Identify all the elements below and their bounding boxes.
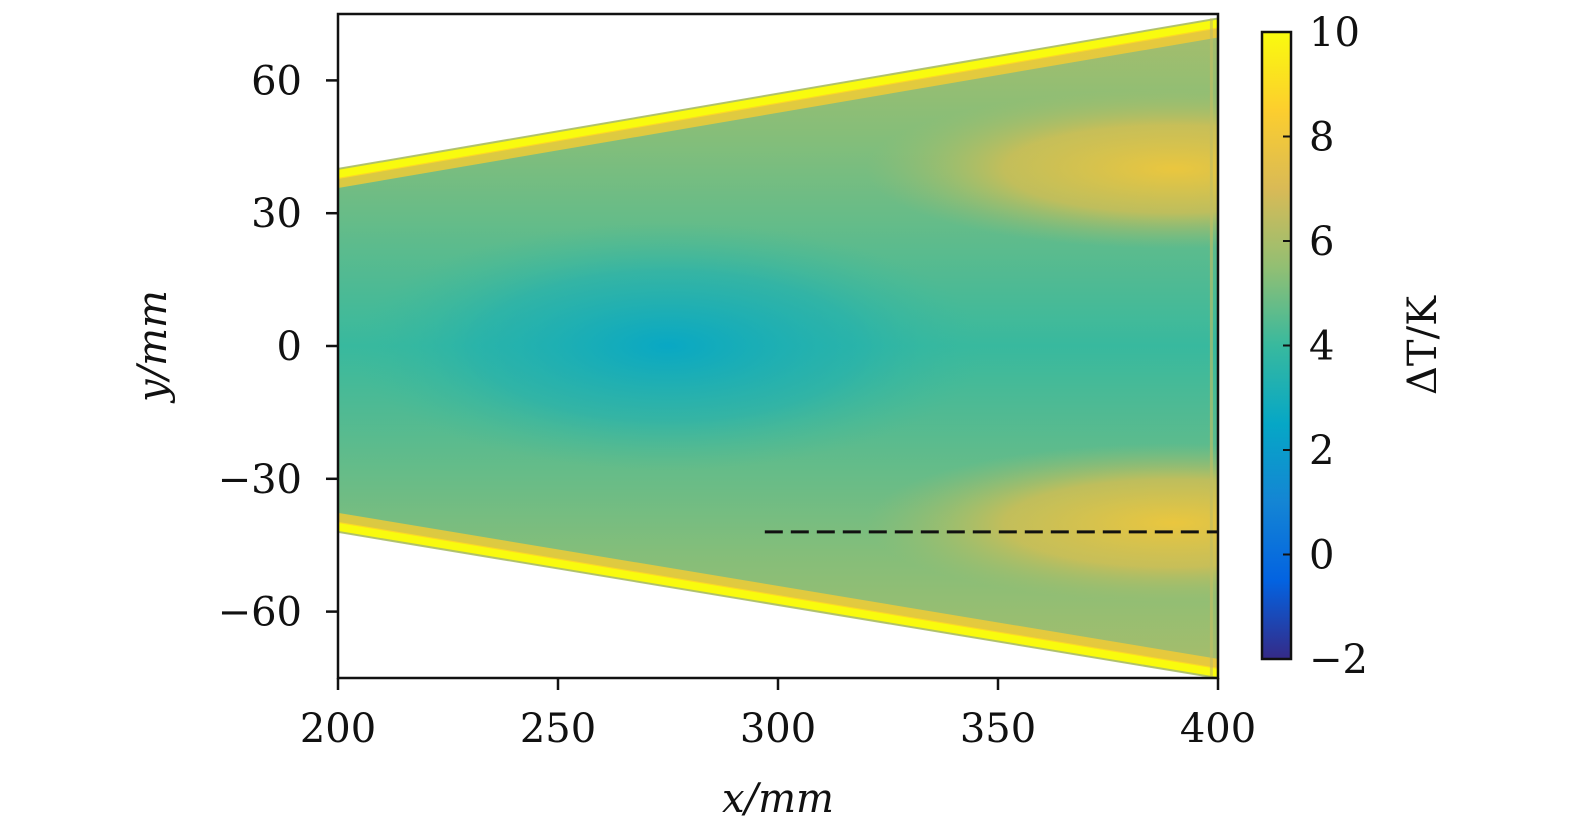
x-tick-label: 350 <box>960 706 1036 752</box>
y-axis-title: y/mm <box>130 290 176 404</box>
colorbar-title: ΔT/K <box>1400 295 1446 395</box>
x-axis: 200 250 300 350 400 <box>300 678 1256 752</box>
x-tick-label: 200 <box>300 706 376 752</box>
y-tick-label: 30 <box>251 191 302 237</box>
y-tick-label: 0 <box>277 324 302 370</box>
hot-edges <box>338 17 1218 678</box>
x-tick-label: 300 <box>740 706 816 752</box>
hot-lobe <box>866 89 1218 249</box>
y-tick-label: 60 <box>251 58 302 104</box>
colorbar-ticks: −2 0 2 4 6 8 10 <box>1283 10 1368 683</box>
y-tick-label: −30 <box>218 457 302 503</box>
colorbar: −2 0 2 4 6 8 10 ΔT/K <box>1260 10 1446 683</box>
x-axis-title: x/mm <box>722 776 834 822</box>
cool-core <box>351 222 985 470</box>
y-tick-label: −60 <box>218 590 302 636</box>
colorbar-tick-label: 4 <box>1309 324 1334 370</box>
colorbar-tick-label: 6 <box>1309 219 1334 265</box>
hot-lobe <box>866 443 1218 603</box>
colorbar-tick-label: −2 <box>1309 637 1368 683</box>
colorbar-tick-label: 10 <box>1309 10 1360 56</box>
colorbar-tick-label: 0 <box>1309 533 1334 579</box>
x-tick-label: 400 <box>1180 706 1256 752</box>
colorbar-tick-label: 2 <box>1309 428 1334 474</box>
colorbar-tick-label: 8 <box>1309 115 1334 161</box>
y-axis: −60 −30 0 30 60 <box>218 58 338 636</box>
x-tick-label: 250 <box>520 706 596 752</box>
